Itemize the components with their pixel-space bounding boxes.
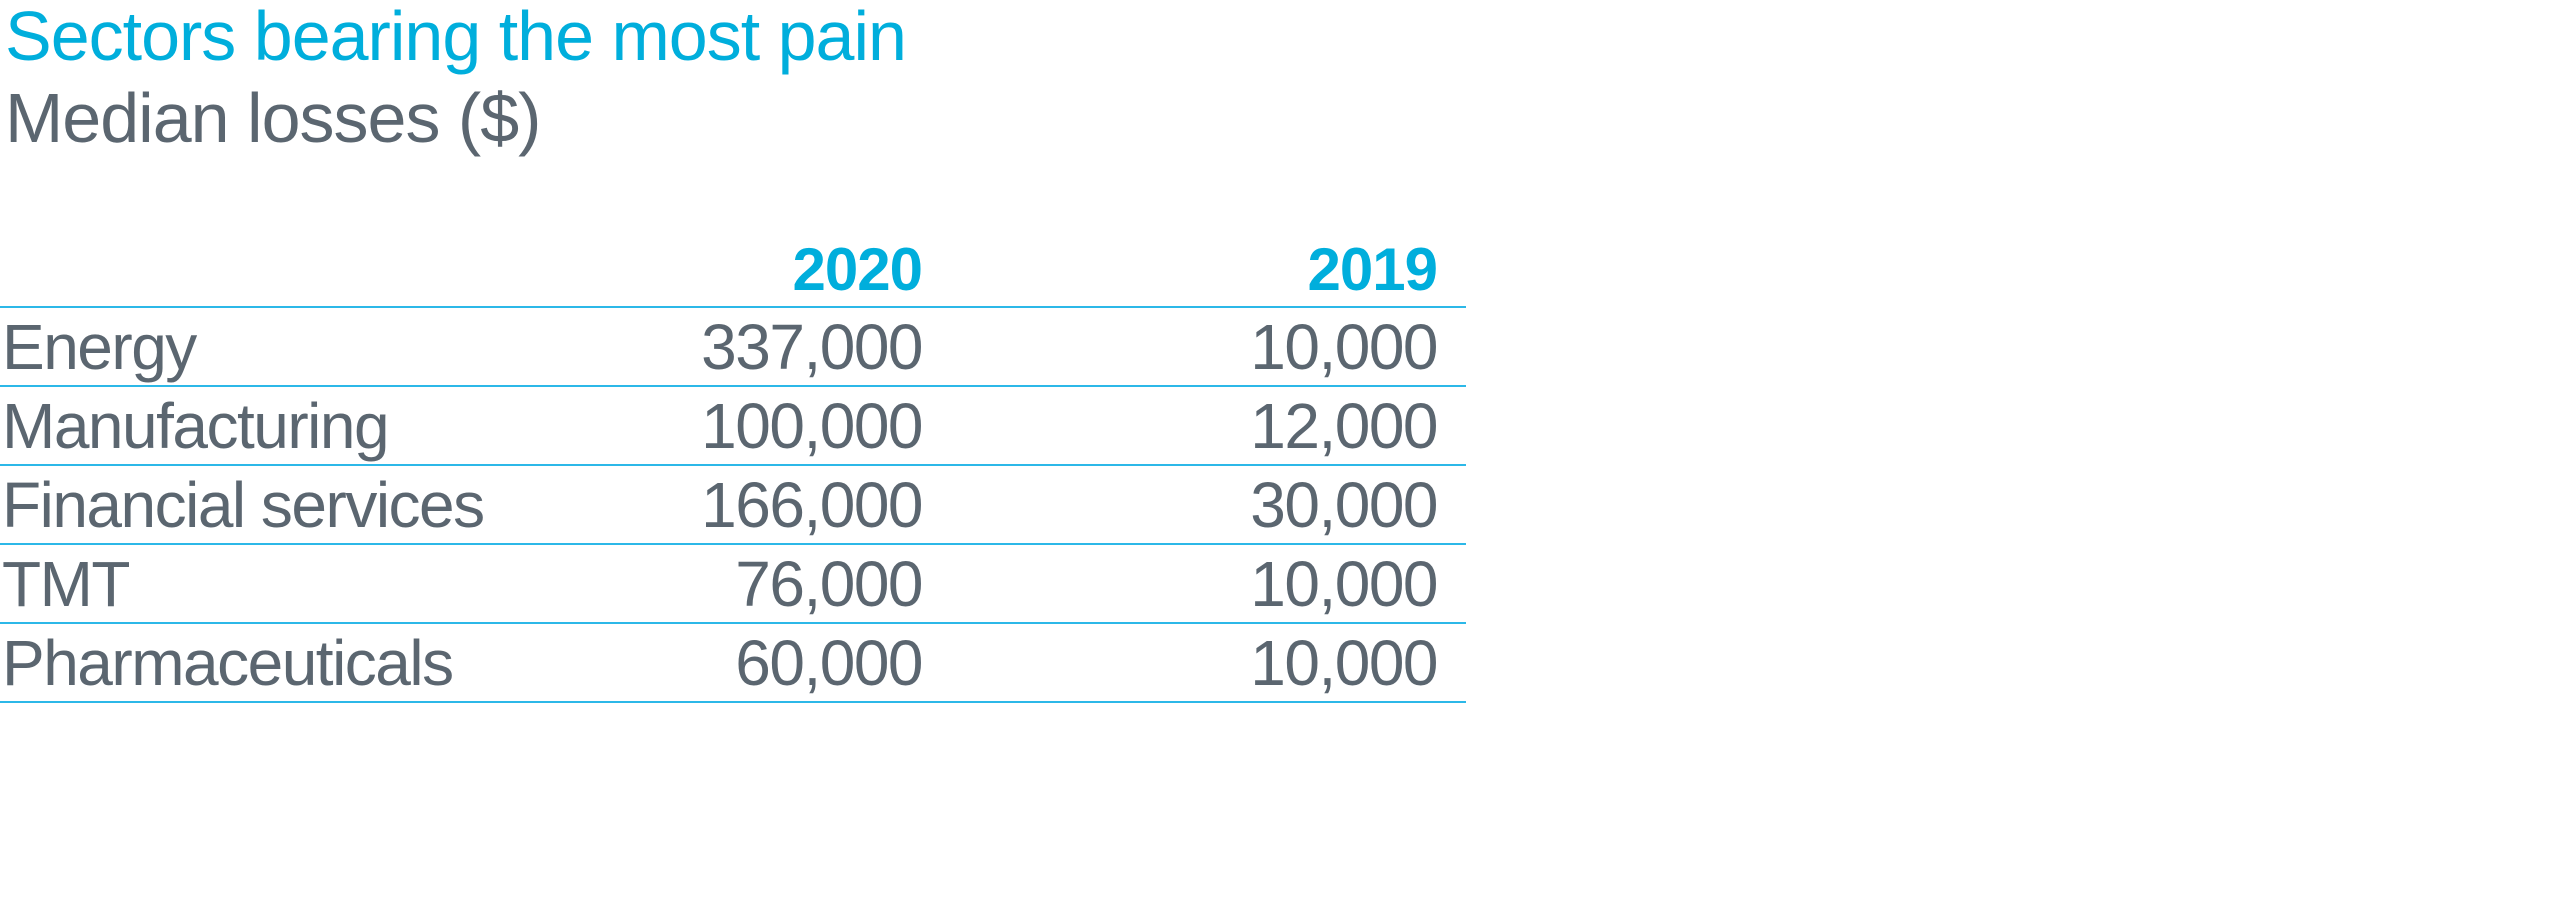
column-header-2020: 2020 [470,235,923,308]
sector-label: Financial services [0,465,485,545]
value-2020: 337,000 [470,307,924,387]
median-losses-table: 2020 2019 Energy 337,000 10,000 Manufacturi… [0,235,1466,703]
table-row: TMT 76,000 10,000 [0,544,1466,624]
chart-subtitle: Median losses ($) [5,79,541,157]
value-2020: 166,000 [470,465,924,545]
table-body: Energy 337,000 10,000 Manufacturing 100,000 1… [0,307,1466,703]
table-header: 2020 2019 [0,235,1466,308]
value-2020: 100,000 [470,386,924,466]
table-row: Energy 337,000 10,000 [0,307,1466,387]
table-header-row: 2020 2019 [0,235,1466,308]
sector-label: Pharmaceuticals [0,623,470,703]
sector-label: TMT [0,544,470,624]
value-2019: 30,000 [922,465,1466,545]
table-row: Pharmaceuticals 60,000 10,000 [0,623,1466,703]
value-2019: 10,000 [922,544,1466,624]
value-2020: 76,000 [470,544,924,624]
table-row: Financial services 166,000 30,000 [0,465,1466,545]
sector-label: Manufacturing [0,386,470,466]
column-header-sector [0,235,470,308]
table-row: Manufacturing 100,000 12,000 [0,386,1466,466]
value-2019: 10,000 [922,623,1466,703]
value-2019: 12,000 [922,386,1466,466]
column-header-2019: 2019 [922,235,1466,308]
sector-label: Energy [0,307,470,387]
chart-title: Sectors bearing the most pain [5,0,907,75]
value-2020: 60,000 [470,623,924,703]
value-2019: 10,000 [922,307,1466,387]
